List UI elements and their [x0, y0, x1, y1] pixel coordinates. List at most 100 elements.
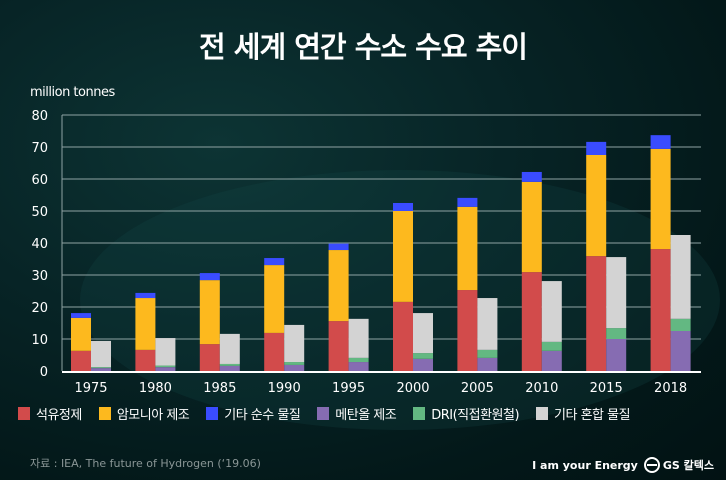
bar-segment	[457, 206, 478, 291]
bar-segment	[155, 367, 176, 371]
legend-swatch	[18, 407, 30, 420]
gs-logo-icon	[643, 457, 660, 473]
bar-segment	[91, 367, 111, 369]
bar-segment	[328, 321, 349, 371]
y-tick-label: 40	[31, 237, 48, 252]
y-tick-label: 30	[31, 269, 48, 284]
bar-segment	[541, 281, 562, 342]
bar-segment	[264, 265, 285, 333]
bar-segment	[413, 358, 433, 371]
bar-segment	[284, 364, 305, 371]
bar-segment	[264, 332, 285, 371]
x-tick-label: 1975	[74, 381, 107, 396]
x-tick-label: 2018	[654, 381, 687, 396]
bar-segment	[541, 341, 562, 351]
legend-label: 암모니아 제조	[116, 408, 190, 423]
legend-item: DRI(직접환원철)	[413, 404, 520, 423]
legend-label: 기타 혼합 물질	[554, 408, 631, 423]
legend-label: 메탄올 제조	[335, 408, 397, 423]
brand: I am your Energy GS 칼텍스	[532, 457, 714, 473]
bar-segment	[606, 257, 627, 329]
y-tick-label: 20	[31, 301, 48, 316]
bar-segment	[284, 362, 305, 365]
y-tick-label: 80	[31, 109, 48, 124]
bar-segment	[393, 301, 413, 371]
bar-segment	[393, 203, 413, 211]
legend-swatch	[206, 407, 219, 420]
legend-item: 암모니아 제조	[98, 404, 190, 423]
page-title: 전 세계 연간 수소 수요 추이	[199, 30, 528, 64]
bar-segment	[670, 318, 691, 331]
bar-segment	[348, 362, 369, 371]
bar-segment	[477, 357, 498, 371]
legend-swatch	[98, 407, 111, 420]
legend: 석유정제 암모니아 제조 기타 순수 물질 메탄올 제조 DRI(직접환원철) …	[18, 404, 631, 423]
brand-slogan: I am your Energy	[532, 458, 638, 472]
x-tick-label: 1995	[332, 381, 365, 396]
bar-segment	[457, 290, 478, 371]
bar-segment	[328, 243, 349, 251]
legend-swatch	[536, 407, 549, 420]
bar-segment	[135, 298, 156, 350]
bar-segment	[393, 211, 413, 302]
bar-segment	[457, 197, 478, 207]
bar-segment	[606, 339, 627, 371]
bar-segment	[541, 350, 562, 371]
legend-label: DRI(직접환원철)	[431, 408, 520, 423]
bar-segment	[199, 280, 220, 345]
bar-segment	[413, 313, 433, 354]
y-tick-label: 60	[31, 173, 48, 188]
bar-segment	[91, 340, 111, 368]
x-tick-label: 1990	[268, 381, 301, 396]
bar-segment	[91, 368, 111, 371]
y-tick-label: 50	[31, 205, 48, 220]
source-note: 자료 : IEA, The future of Hydrogen (‘19.06…	[30, 457, 261, 470]
bar-segment	[586, 141, 607, 155]
bar-segment	[606, 328, 627, 339]
bar-segment	[348, 318, 369, 358]
bar-segment	[650, 249, 671, 371]
bar-segment	[670, 331, 691, 371]
x-tick-label: 2000	[396, 381, 429, 396]
y-tick-label: 0	[40, 365, 48, 380]
bar-segment	[413, 353, 433, 359]
bar-segment	[71, 350, 91, 371]
logo-text: GS 칼텍스	[662, 459, 714, 472]
bar-segment	[650, 135, 671, 149]
bar-segment	[155, 365, 176, 368]
bar-segment	[586, 256, 607, 371]
bar-segment	[477, 298, 498, 350]
legend-label: 석유정제	[36, 408, 82, 423]
bar-segment	[219, 363, 240, 366]
y-axis-label: million tonnes	[30, 85, 115, 100]
bar-segment	[521, 272, 542, 371]
bar-segment	[650, 148, 671, 250]
bar-segment	[71, 313, 91, 318]
bar-segment	[670, 235, 691, 319]
bar-segment	[135, 292, 156, 299]
bar-segment	[135, 349, 156, 371]
x-tick-label: 2005	[461, 381, 494, 396]
bar-segment	[477, 349, 498, 358]
y-tick-label: 70	[31, 141, 48, 156]
x-tick-label: 1985	[203, 381, 236, 396]
x-tick-label: 2015	[590, 381, 623, 396]
y-tick-label: 10	[31, 333, 48, 348]
legend-item: 메탄올 제조	[317, 404, 397, 423]
legend-swatch	[317, 407, 330, 420]
bar-segment	[199, 344, 220, 371]
legend-item: 기타 혼합 물질	[536, 404, 631, 423]
bar-segment	[219, 333, 240, 364]
legend-label: 기타 순수 물질	[224, 408, 301, 423]
bar-segment	[521, 181, 542, 273]
legend-item: 석유정제	[18, 404, 82, 423]
legend-item: 기타 순수 물질	[206, 404, 301, 423]
bar-segment	[586, 155, 607, 257]
bar-segment	[521, 171, 542, 182]
bar-segment	[155, 338, 176, 366]
bar-segment	[348, 357, 369, 363]
stacked-bar-chart: 0 10 20 30 40 50 60 70 80 1975 1980 1985 1990 1995 200…	[31, 109, 701, 396]
bar-segment	[284, 324, 305, 363]
x-tick-label: 2010	[525, 381, 558, 396]
legend-swatch	[413, 407, 426, 420]
